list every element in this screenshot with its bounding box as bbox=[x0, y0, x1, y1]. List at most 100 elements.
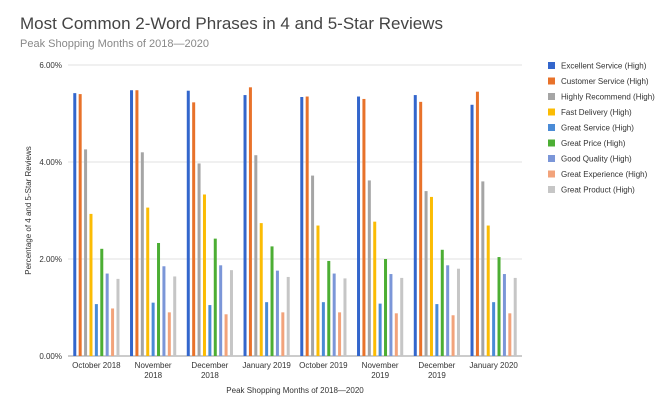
bar bbox=[384, 259, 388, 356]
bar bbox=[508, 313, 512, 356]
bar bbox=[208, 305, 212, 356]
bar bbox=[219, 265, 223, 356]
bar bbox=[84, 149, 88, 356]
bar bbox=[389, 274, 393, 356]
bar bbox=[513, 277, 517, 356]
legend-swatch bbox=[548, 139, 555, 147]
bar bbox=[254, 155, 258, 356]
bar bbox=[343, 278, 347, 356]
bar bbox=[321, 302, 325, 356]
bar bbox=[497, 257, 501, 356]
x-tick-label: January 2019 bbox=[242, 361, 291, 370]
x-tick-label: 2018 bbox=[201, 371, 219, 380]
x-tick-label: November bbox=[362, 361, 399, 370]
bar bbox=[151, 302, 155, 356]
legend-label: Great Product (High) bbox=[561, 186, 635, 195]
y-axis-title: Percentage of 4 and 5-Star Reviews bbox=[24, 146, 33, 275]
legend-swatch bbox=[548, 62, 555, 69]
legend-label: Fast Delivery (High) bbox=[561, 108, 632, 117]
bar bbox=[440, 249, 444, 356]
y-tick-label: 2.00% bbox=[39, 255, 62, 264]
bar bbox=[492, 302, 496, 356]
bar bbox=[481, 181, 485, 356]
chart-title: Most Common 2-Word Phrases in 4 and 5-St… bbox=[20, 14, 443, 33]
bar bbox=[197, 163, 201, 356]
bar bbox=[316, 225, 320, 356]
bar bbox=[162, 266, 166, 356]
bar bbox=[419, 101, 423, 356]
bar bbox=[259, 223, 263, 356]
bar bbox=[135, 90, 139, 356]
bar bbox=[362, 98, 366, 356]
legend-label: Highly Recommend (High) bbox=[561, 93, 655, 102]
bar bbox=[173, 276, 177, 356]
bar bbox=[146, 207, 150, 356]
bar bbox=[192, 102, 196, 356]
bar bbox=[286, 276, 290, 356]
legend-label: Great Service (High) bbox=[561, 124, 634, 133]
legend-label: Excellent Service (High) bbox=[561, 62, 647, 71]
bar bbox=[378, 303, 382, 356]
bar bbox=[224, 314, 228, 356]
bar bbox=[265, 302, 269, 356]
bar bbox=[338, 312, 342, 356]
y-tick-label: 6.00% bbox=[39, 61, 62, 70]
bar bbox=[270, 246, 274, 356]
bar bbox=[89, 213, 93, 356]
bar bbox=[424, 191, 428, 356]
legend-swatch bbox=[548, 155, 555, 162]
x-tick-label: October 2019 bbox=[299, 361, 348, 370]
bar bbox=[394, 313, 398, 356]
bar bbox=[373, 221, 377, 356]
bar bbox=[357, 96, 361, 357]
x-tick-label: 2018 bbox=[144, 371, 162, 380]
x-axis-title: Peak Shopping Months of 2018—2020 bbox=[226, 386, 364, 395]
bar bbox=[332, 273, 336, 356]
bar bbox=[502, 274, 506, 356]
legend-swatch bbox=[548, 170, 555, 178]
bar bbox=[475, 91, 479, 357]
x-tick-label: January 2020 bbox=[469, 361, 518, 370]
bar bbox=[100, 248, 104, 356]
bar bbox=[470, 104, 474, 357]
bar bbox=[116, 278, 120, 356]
y-tick-label: 4.00% bbox=[39, 158, 62, 167]
bar bbox=[167, 312, 171, 356]
bar bbox=[281, 312, 285, 356]
bar bbox=[486, 225, 490, 356]
y-tick-label: 0.00% bbox=[39, 352, 62, 361]
legend-label: Good Quality (High) bbox=[561, 155, 632, 164]
bar bbox=[105, 273, 109, 356]
bar bbox=[413, 95, 417, 356]
bar bbox=[275, 270, 279, 356]
bar bbox=[94, 304, 98, 356]
bar bbox=[213, 238, 217, 356]
legend-swatch bbox=[548, 93, 555, 100]
legend-label: Customer Service (High) bbox=[561, 77, 649, 86]
bar bbox=[300, 97, 304, 356]
bar bbox=[367, 180, 371, 356]
bar bbox=[140, 152, 144, 356]
bar bbox=[451, 315, 455, 356]
x-tick-label: 2019 bbox=[428, 371, 446, 380]
x-tick-label: December bbox=[191, 361, 228, 370]
x-tick-label: November bbox=[135, 361, 172, 370]
chart-subtitle: Peak Shopping Months of 2018—2020 bbox=[20, 38, 209, 50]
bar bbox=[130, 90, 134, 356]
bar bbox=[327, 260, 331, 356]
bar bbox=[248, 87, 252, 356]
bar bbox=[311, 175, 315, 356]
bar bbox=[186, 90, 190, 356]
bar bbox=[435, 304, 439, 356]
x-tick-label: October 2018 bbox=[72, 361, 121, 370]
bar bbox=[456, 268, 460, 356]
bar bbox=[243, 95, 247, 356]
bar bbox=[446, 265, 450, 356]
legend-swatch bbox=[548, 108, 555, 116]
legend-label: Great Experience (High) bbox=[561, 170, 648, 179]
bar bbox=[111, 308, 115, 356]
bar bbox=[78, 94, 82, 356]
x-tick-label: 2019 bbox=[371, 371, 389, 380]
bar bbox=[202, 194, 206, 356]
